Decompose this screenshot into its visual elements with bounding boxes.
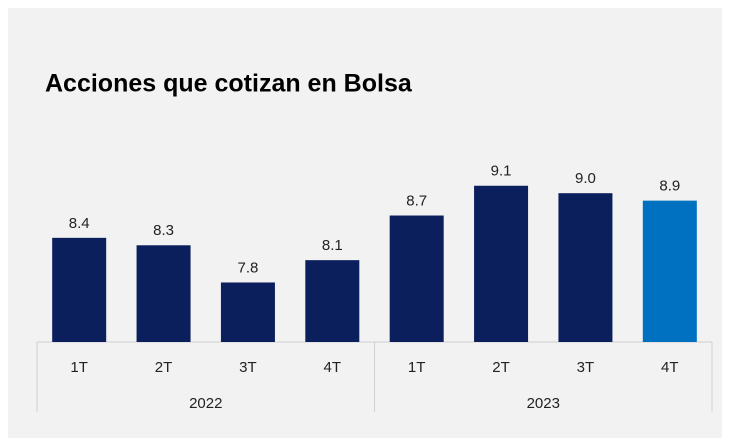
value-label: 8.3: [153, 222, 174, 239]
value-label: 7.8: [238, 259, 259, 276]
value-label: 8.7: [406, 192, 427, 209]
x-tick-label: 3T: [577, 359, 595, 376]
bar: [136, 245, 191, 342]
value-label: 9.1: [491, 163, 512, 180]
x-tick-label: 2T: [492, 359, 510, 376]
value-label: 9.0: [575, 170, 596, 187]
bar: [642, 200, 697, 342]
chart-title: Acciones que cotizan en Bolsa: [45, 70, 413, 98]
x-tick-label: 1T: [70, 359, 88, 376]
value-label: 8.1: [322, 237, 343, 254]
bar: [305, 260, 360, 342]
x-tick-label: 4T: [661, 359, 679, 376]
bar: [474, 185, 529, 342]
x-tick-label: 2T: [155, 359, 173, 376]
group-label: 2022: [189, 395, 222, 412]
bar: [558, 193, 613, 342]
x-tick-label: 4T: [324, 359, 342, 376]
bar: [389, 215, 444, 342]
group-label: 2023: [527, 395, 560, 412]
x-tick-label: 1T: [408, 359, 426, 376]
x-tick-label: 3T: [239, 359, 257, 376]
value-label: 8.9: [659, 178, 680, 195]
value-label: 8.4: [69, 215, 90, 232]
bar: [52, 237, 107, 342]
bar: [220, 282, 275, 342]
